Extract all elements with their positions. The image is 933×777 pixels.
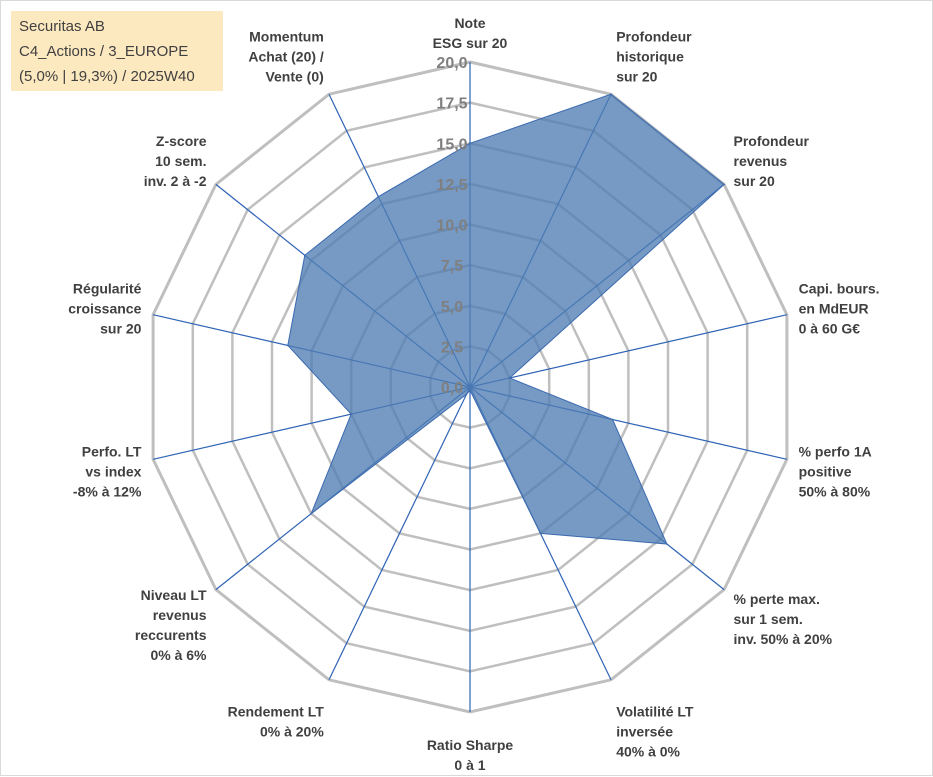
- data-point-9: [465, 393, 468, 396]
- axis-label-7: Volatilité LT inversée 40% à 0%: [616, 704, 694, 760]
- data-point-10: [310, 512, 313, 515]
- axis-label-8-line-2: 0 à 1: [454, 757, 485, 773]
- axis-label-10-line-1: Niveau LT: [141, 587, 207, 603]
- axis-label-1-line-1: Note: [454, 15, 485, 31]
- data-point-5: [611, 418, 614, 421]
- data-point-8: [469, 389, 471, 392]
- axis-label-3-line-3: sur 20: [734, 173, 775, 189]
- axis-label-8: Ratio Sharpe 0 à 1: [427, 737, 514, 773]
- axis-label-2-line-2: historique: [616, 48, 684, 64]
- tick-label-6: 15,0: [436, 136, 467, 153]
- label-layer: Note ESG sur 20 Profondeur historique sur 20…: [68, 15, 879, 773]
- axis-label-5-line-2: positive: [799, 464, 852, 480]
- axis-label-11-line-3: -8% à 12%: [73, 484, 142, 500]
- axis-label-3: Profondeur revenus sur 20: [734, 133, 810, 189]
- axis-label-10-line-2: revenus: [153, 607, 207, 623]
- axis-label-9-line-1: Rendement LT: [228, 704, 325, 720]
- axis-label-12: Régularité croissance sur 20: [68, 280, 141, 336]
- data-point-11: [350, 413, 353, 415]
- series-layer: [287, 93, 725, 545]
- axis-label-13: Z-score 10 sem. inv. 2 à -2: [144, 133, 207, 189]
- series-polygon: [287, 93, 725, 545]
- axis-label-9: Rendement LT 0% à 20%: [228, 704, 325, 740]
- axis-label-4-line-1: Capi. bours.: [799, 280, 880, 296]
- tick-label-2: 5,0: [441, 299, 463, 316]
- info-category: C4_Actions / 3_EUROPE: [19, 43, 189, 60]
- axis-label-13-line-2: 10 sem.: [155, 153, 206, 169]
- tick-label-3: 7,5: [441, 258, 463, 275]
- axis-label-14: Momentum Achat (20) / Vente (0): [248, 28, 324, 84]
- axis-label-13-line-1: Z-score: [156, 133, 207, 149]
- data-point-3: [723, 183, 725, 186]
- data-point-7: [539, 532, 542, 535]
- axis-label-6-line-3: inv. 50% à 20%: [734, 631, 833, 647]
- tick-label-8: 20,0: [436, 55, 467, 72]
- axis-label-9-line-2: 0% à 20%: [260, 724, 324, 740]
- spoke-4: [469, 314, 788, 388]
- axis-label-12-line-3: sur 20: [100, 320, 141, 336]
- axis-label-2-line-1: Profondeur: [616, 28, 692, 44]
- info-box: Securitas AB C4_Actions / 3_EUROPE (5,0%…: [11, 11, 223, 91]
- data-point-4: [508, 377, 511, 379]
- axis-label-6: % perte max. sur 1 sem. inv. 50% à 20%: [734, 591, 833, 647]
- axis-label-7-line-1: Volatilité LT: [616, 704, 694, 720]
- data-point-12: [287, 344, 289, 347]
- axis-label-7-line-2: inversée: [616, 724, 673, 740]
- axis-label-11: Perfo. LT vs index -8% à 12%: [73, 444, 142, 500]
- tick-label-1: 2,5: [441, 339, 463, 356]
- axis-label-14-line-1: Momentum: [249, 28, 324, 44]
- data-point-1: [469, 142, 471, 145]
- info-company-name: Securitas AB: [19, 18, 105, 35]
- axis-label-5: % perfo 1A positive 50% à 80%: [799, 444, 872, 500]
- axis-label-12-line-2: croissance: [68, 300, 141, 316]
- axis-label-5-line-3: 50% à 80%: [799, 484, 871, 500]
- axis-label-14-line-3: Vente (0): [265, 68, 323, 84]
- axis-label-4-line-3: 0 à 60 G€: [799, 320, 861, 336]
- axis-label-14-line-2: Achat (20) /: [248, 48, 324, 64]
- axis-label-10: Niveau LT revenus reccurents 0% à 6%: [135, 587, 207, 663]
- tick-label-7: 17,5: [436, 96, 467, 113]
- data-point-14: [377, 195, 380, 198]
- axis-label-6-line-1: % perte max.: [734, 591, 820, 607]
- data-point-13: [304, 254, 306, 257]
- axis-label-2: Profondeur historique sur 20: [616, 28, 692, 84]
- tick-label-4: 10,0: [436, 218, 467, 235]
- axis-label-5-line-1: % perfo 1A: [799, 444, 872, 460]
- axis-label-7-line-3: 40% à 0%: [616, 744, 680, 760]
- axis-label-1: Note ESG sur 20: [433, 15, 508, 51]
- data-point-2: [610, 93, 612, 95]
- tick-label-5: 12,5: [436, 177, 467, 194]
- axis-label-3-line-2: revenus: [734, 153, 788, 169]
- info-stats: (5,0% | 19,3%) / 2025W40: [19, 68, 195, 85]
- axis-label-2-line-3: sur 20: [616, 68, 657, 84]
- axis-label-4: Capi. bours. en MdEUR 0 à 60 G€: [799, 280, 880, 336]
- tick-label-0: 0,0: [441, 380, 463, 397]
- axis-label-1-line-2: ESG sur 20: [433, 35, 508, 51]
- axis-label-8-line-1: Ratio Sharpe: [427, 737, 514, 753]
- axis-label-12-line-1: Régularité: [73, 280, 142, 296]
- spoke-9: [328, 386, 471, 681]
- axis-label-6-line-2: sur 1 sem.: [734, 611, 803, 627]
- axis-label-10-line-4: 0% à 6%: [150, 647, 207, 663]
- axis-label-13-line-3: inv. 2 à -2: [144, 173, 207, 189]
- axis-label-11-line-1: Perfo. LT: [82, 444, 142, 460]
- axis-label-11-line-2: vs index: [85, 464, 141, 480]
- data-point-6: [666, 543, 668, 545]
- tick-layer: 0,0 2,5 5,0 7,5 10,0 12,5 15,0 17,5 20,0: [436, 55, 467, 397]
- axis-label-3-line-1: Profondeur: [734, 133, 810, 149]
- axis-label-4-line-2: en MdEUR: [799, 300, 869, 316]
- axis-label-10-line-3: reccurents: [135, 627, 207, 643]
